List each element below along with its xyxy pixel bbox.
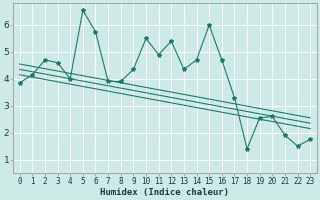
X-axis label: Humidex (Indice chaleur): Humidex (Indice chaleur) [100,188,229,197]
